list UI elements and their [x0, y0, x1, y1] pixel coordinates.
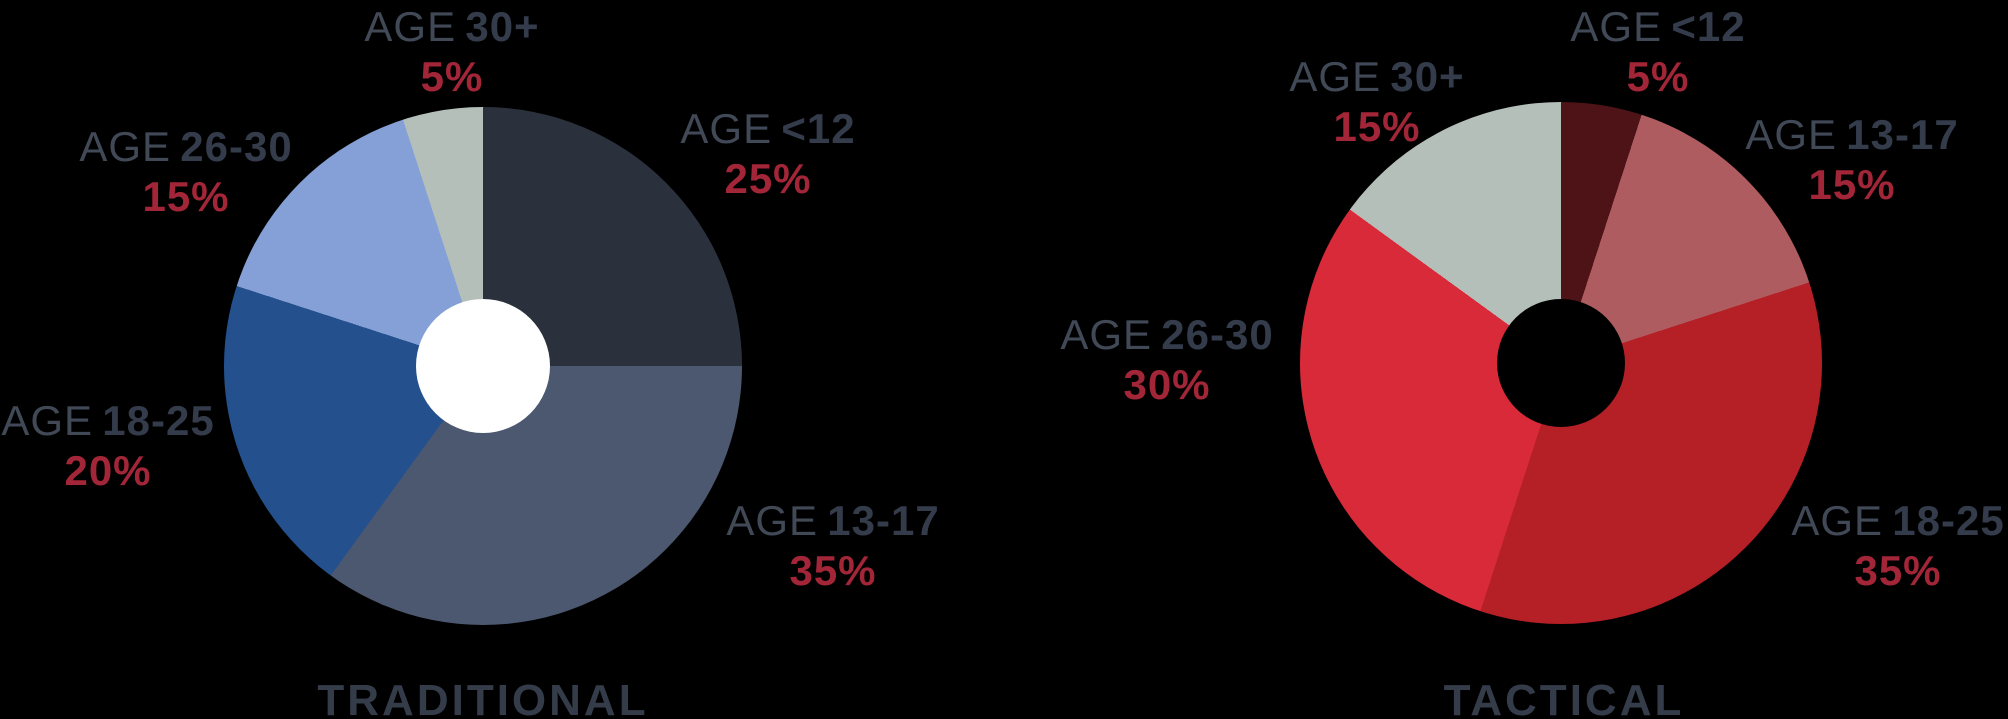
label-percent: 20% [64, 447, 152, 495]
label-text: AGE 26-30 [1060, 311, 1274, 358]
donut-hole-tactical [1497, 299, 1625, 427]
chart-title-tactical: TACTICAL [1443, 676, 1685, 719]
label-traditional-age-under12: AGE <12 25% [680, 104, 855, 205]
label-text: AGE <12 [680, 105, 856, 152]
label-tactical-age-18-25: AGE 18-25 35% [1791, 496, 2004, 597]
label-tactical-age-30plus: AGE 30+ 15% [1289, 52, 1464, 153]
label-traditional-age-13-17: AGE 13-17 35% [726, 496, 939, 597]
label-percent: 35% [1854, 547, 1942, 595]
label-percent: 5% [1626, 53, 1690, 101]
label-percent: 15% [142, 173, 230, 221]
label-tactical-age-under12: AGE <12 5% [1570, 2, 1745, 103]
label-text: AGE 18-25 [1791, 497, 2005, 544]
label-text: AGE 30+ [1289, 53, 1465, 100]
label-traditional-age-18-25: AGE 18-25 20% [1, 396, 214, 497]
label-text: AGE 13-17 [1745, 111, 1959, 158]
label-percent: 15% [1333, 103, 1421, 151]
label-percent: 5% [420, 53, 484, 101]
label-text: AGE <12 [1570, 3, 1746, 50]
label-text: AGE 30+ [364, 3, 540, 50]
donut-hole-traditional [416, 299, 550, 433]
label-traditional-age-30plus: AGE 30+ 5% [364, 2, 539, 103]
label-text: AGE 18-25 [1, 397, 215, 444]
label-percent: 30% [1123, 361, 1211, 409]
label-traditional-age-26-30: AGE 26-30 15% [79, 122, 292, 223]
label-tactical-age-26-30: AGE 26-30 30% [1060, 310, 1273, 411]
label-tactical-age-13-17: AGE 13-17 15% [1745, 110, 1958, 211]
donut-chart-tactical [1300, 102, 1822, 624]
label-percent: 35% [789, 547, 877, 595]
label-percent: 25% [724, 155, 812, 203]
label-text: AGE 13-17 [726, 497, 940, 544]
label-percent: 15% [1808, 161, 1896, 209]
donut-chart-traditional [224, 107, 742, 625]
label-text: AGE 26-30 [79, 123, 293, 170]
chart-title-traditional: TRADITIONAL [317, 676, 649, 719]
